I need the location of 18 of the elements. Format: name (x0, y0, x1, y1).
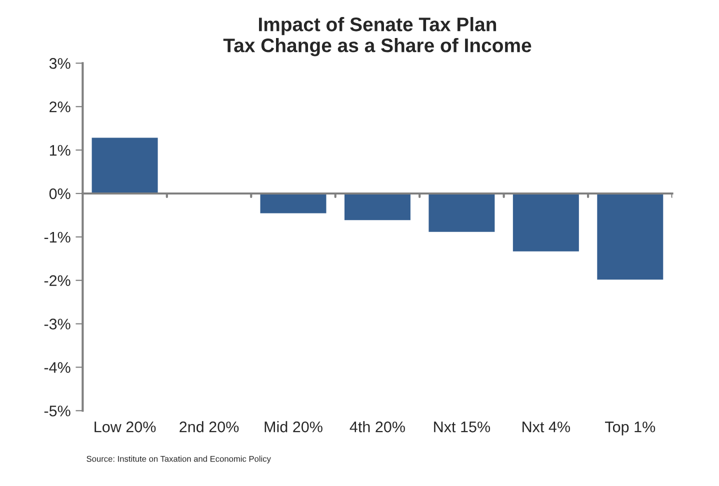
y-tick-label: 3% (49, 58, 70, 69)
x-tick-label: 2nd 20% (180, 421, 239, 432)
y-tick-label: -4% (44, 362, 70, 373)
x-tick-label: Mid 20% (264, 421, 322, 432)
x-tick-label: Top 1% (605, 422, 656, 436)
y-tick-label: -1% (44, 232, 70, 243)
source-note: Source: Institute on Taxation and Economic Policy (86, 456, 271, 464)
x-tick-label: Low 20% (94, 422, 156, 432)
x-tick-label: 4th 20% (350, 421, 405, 432)
y-tick-label: 1% (50, 144, 70, 156)
chart-title: Impact of Senate Tax Plan Tax Change as a Share of Income (223, 17, 532, 56)
y-tick-label: -2% (44, 275, 70, 286)
x-tick-label: Nxt 4% (522, 422, 570, 432)
y-tick-label: -3% (44, 318, 70, 330)
y-tick-label: -5% (44, 406, 70, 416)
x-tick-label: Nxt 15% (434, 422, 490, 432)
y-tick-label: 0% (49, 188, 70, 200)
y-tick-label: 2% (50, 101, 70, 112)
